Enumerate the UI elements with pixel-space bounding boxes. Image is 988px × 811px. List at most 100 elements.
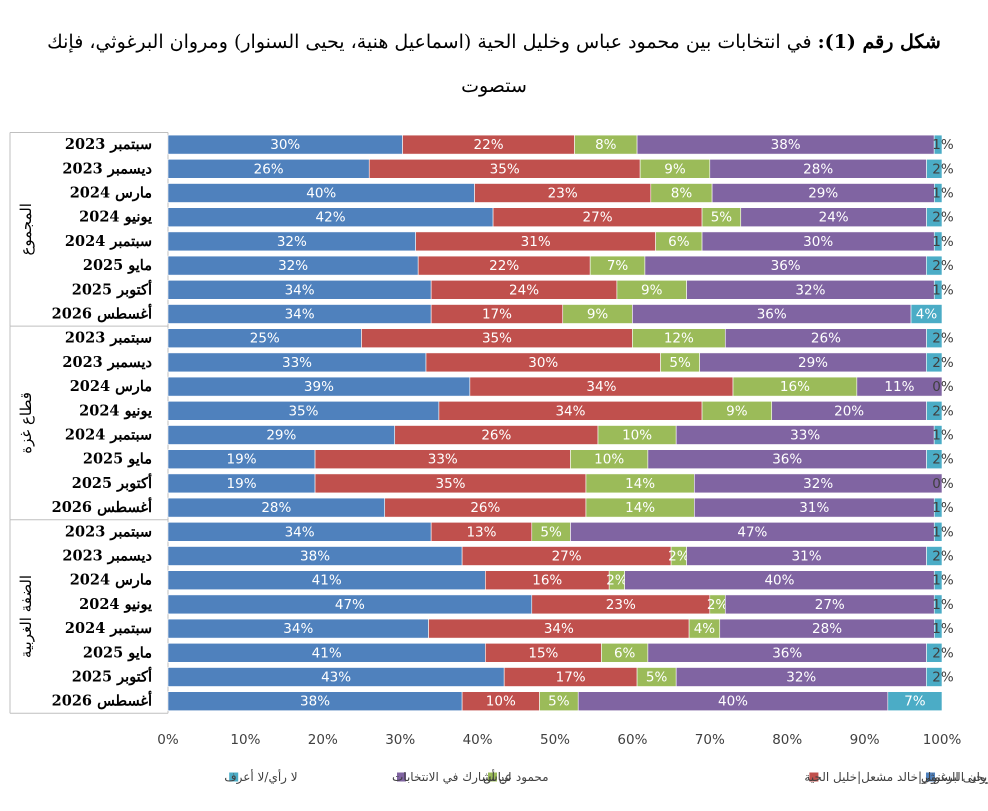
bar-segment [926, 207, 943, 227]
category-label: أغسطس 2026 [52, 496, 152, 516]
data-label: 24% [509, 282, 539, 298]
x-tick-label: 40% [463, 732, 493, 748]
data-label: 14% [625, 500, 655, 516]
data-label: 15% [528, 645, 558, 661]
data-label: 33% [428, 452, 458, 468]
bar-segment [926, 642, 943, 663]
data-label: 34% [285, 307, 315, 323]
data-label: 13% [466, 524, 496, 540]
bar-segment [926, 400, 943, 421]
data-label: 22% [474, 137, 504, 153]
data-label: 31% [521, 234, 551, 250]
data-label: 31% [792, 549, 822, 565]
bar-segment [933, 231, 943, 252]
data-label: 35% [288, 403, 318, 419]
legend-swatch [926, 772, 935, 782]
data-label: 2% [932, 549, 954, 565]
legend-label: لن أشارك في الانتخابات [392, 769, 512, 785]
data-label: 1% [932, 428, 954, 444]
data-label: 17% [556, 670, 586, 686]
data-label: 10% [622, 428, 652, 444]
legend-swatch [397, 772, 406, 782]
legend-swatch [488, 772, 497, 782]
data-label: 1% [932, 524, 954, 540]
data-label: 32% [795, 282, 825, 298]
bar-segment [926, 159, 943, 179]
data-label: 29% [266, 428, 296, 444]
data-label: 47% [335, 597, 365, 613]
data-label: 32% [803, 476, 833, 492]
data-label: 9% [587, 307, 609, 323]
data-label: 34% [544, 621, 574, 637]
category-label: أغسطس 2026 [52, 690, 152, 710]
data-label: 9% [726, 403, 748, 419]
data-label: 2% [932, 452, 954, 468]
data-label: 1% [932, 573, 954, 589]
group-label: المجموع [17, 203, 35, 255]
x-tick-label: 70% [695, 732, 725, 748]
data-label: 4% [694, 621, 716, 637]
data-label: 1% [932, 234, 954, 250]
data-label: 38% [771, 137, 801, 153]
data-label: 17% [482, 307, 512, 323]
data-label: 5% [711, 210, 733, 226]
x-tick-label: 30% [385, 732, 415, 748]
bar-segment [694, 473, 943, 494]
bar-segment [926, 255, 943, 276]
x-tick-label: 80% [772, 732, 802, 748]
bar-segment [933, 425, 943, 445]
data-label: 42% [316, 210, 346, 226]
data-label: 25% [250, 331, 280, 347]
group-label: الضفة الغربية [17, 575, 35, 658]
data-label: 30% [528, 355, 558, 371]
data-label: 1% [932, 137, 954, 153]
chart-title: شكل رقم (1): في انتخابات بين محمود عباس … [40, 20, 948, 108]
category-label: سبتمبر 2024 [65, 620, 152, 637]
data-label: 34% [285, 524, 315, 540]
legend-swatch [229, 772, 239, 782]
data-label: 35% [482, 331, 512, 347]
data-label: 4% [916, 307, 938, 323]
data-label: 5% [646, 670, 668, 686]
x-tick-label: 100% [923, 732, 962, 748]
data-label: 38% [300, 549, 330, 565]
category-label: سبتمبر 2023 [65, 136, 152, 153]
bar-segment [926, 546, 943, 566]
category-label: سبتمبر 2023 [65, 523, 152, 540]
data-label: 1% [932, 186, 954, 202]
data-label: 16% [532, 573, 562, 589]
bar-segment [933, 134, 943, 155]
data-label: 8% [671, 186, 693, 202]
x-tick-label: 20% [308, 732, 338, 748]
data-label: 2% [932, 210, 954, 226]
data-label: 26% [481, 428, 511, 444]
data-label: 9% [641, 282, 663, 298]
category-label: أكتوبر 2025 [72, 278, 152, 298]
data-label: 14% [625, 476, 655, 492]
data-label: 28% [812, 621, 842, 637]
data-label: 0% [932, 476, 954, 492]
bar-segment [856, 376, 943, 397]
data-label: 36% [757, 307, 787, 323]
data-label: 34% [285, 282, 315, 298]
data-label: 32% [277, 234, 307, 250]
data-label: 47% [737, 524, 767, 540]
data-label: 24% [819, 210, 849, 226]
x-tick-label: 50% [540, 732, 570, 748]
category-label: مايو 2025 [83, 257, 152, 274]
chart-title-prefix: شكل رقم (1): [817, 31, 941, 53]
data-label: 26% [470, 500, 500, 516]
data-label: 34% [555, 403, 585, 419]
data-label: 40% [306, 186, 336, 202]
bar-segment [910, 304, 943, 324]
data-label: 2% [932, 355, 954, 371]
data-label: 10% [594, 452, 624, 468]
data-label: 2% [932, 161, 954, 177]
data-label: 43% [321, 670, 351, 686]
data-label: 22% [489, 258, 519, 274]
bar-segment [926, 352, 943, 373]
data-label: 34% [586, 379, 616, 395]
data-label: 29% [808, 186, 838, 202]
data-label: 31% [799, 500, 829, 516]
category-label: مارس 2024 [70, 185, 153, 202]
